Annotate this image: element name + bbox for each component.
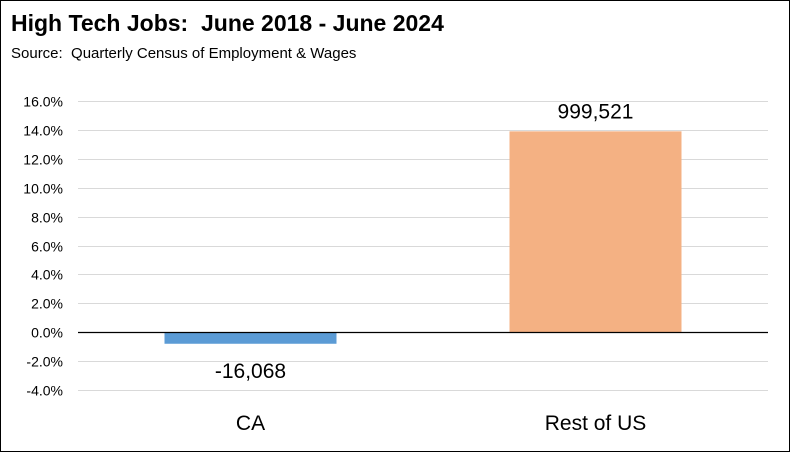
x-category-label: Rest of US bbox=[545, 412, 647, 435]
y-tick-label: 6.0% bbox=[31, 239, 63, 255]
data-label: 999,521 bbox=[558, 100, 634, 123]
y-tick-label: 14.0% bbox=[23, 123, 63, 139]
y-tick-label: 12.0% bbox=[23, 152, 63, 168]
y-tick-label: -2.0% bbox=[26, 354, 63, 370]
x-category-label: CA bbox=[236, 412, 265, 435]
y-tick-label: 4.0% bbox=[31, 267, 63, 283]
y-tick-label: 10.0% bbox=[23, 181, 63, 197]
y-tick-label: 8.0% bbox=[31, 210, 63, 226]
bar-rest-of-us bbox=[509, 131, 682, 333]
y-tick-label: -4.0% bbox=[26, 383, 63, 399]
y-tick-label: 16.0% bbox=[23, 94, 63, 110]
chart-title: High Tech Jobs: June 2018 - June 2024 bbox=[11, 10, 444, 36]
y-tick-label: 2.0% bbox=[31, 296, 63, 312]
data-label: -16,068 bbox=[215, 360, 286, 383]
y-tick-label: 0.0% bbox=[31, 325, 63, 341]
chart-subtitle: Source: Quarterly Census of Employment &… bbox=[11, 45, 357, 62]
bar-ca bbox=[164, 332, 337, 344]
